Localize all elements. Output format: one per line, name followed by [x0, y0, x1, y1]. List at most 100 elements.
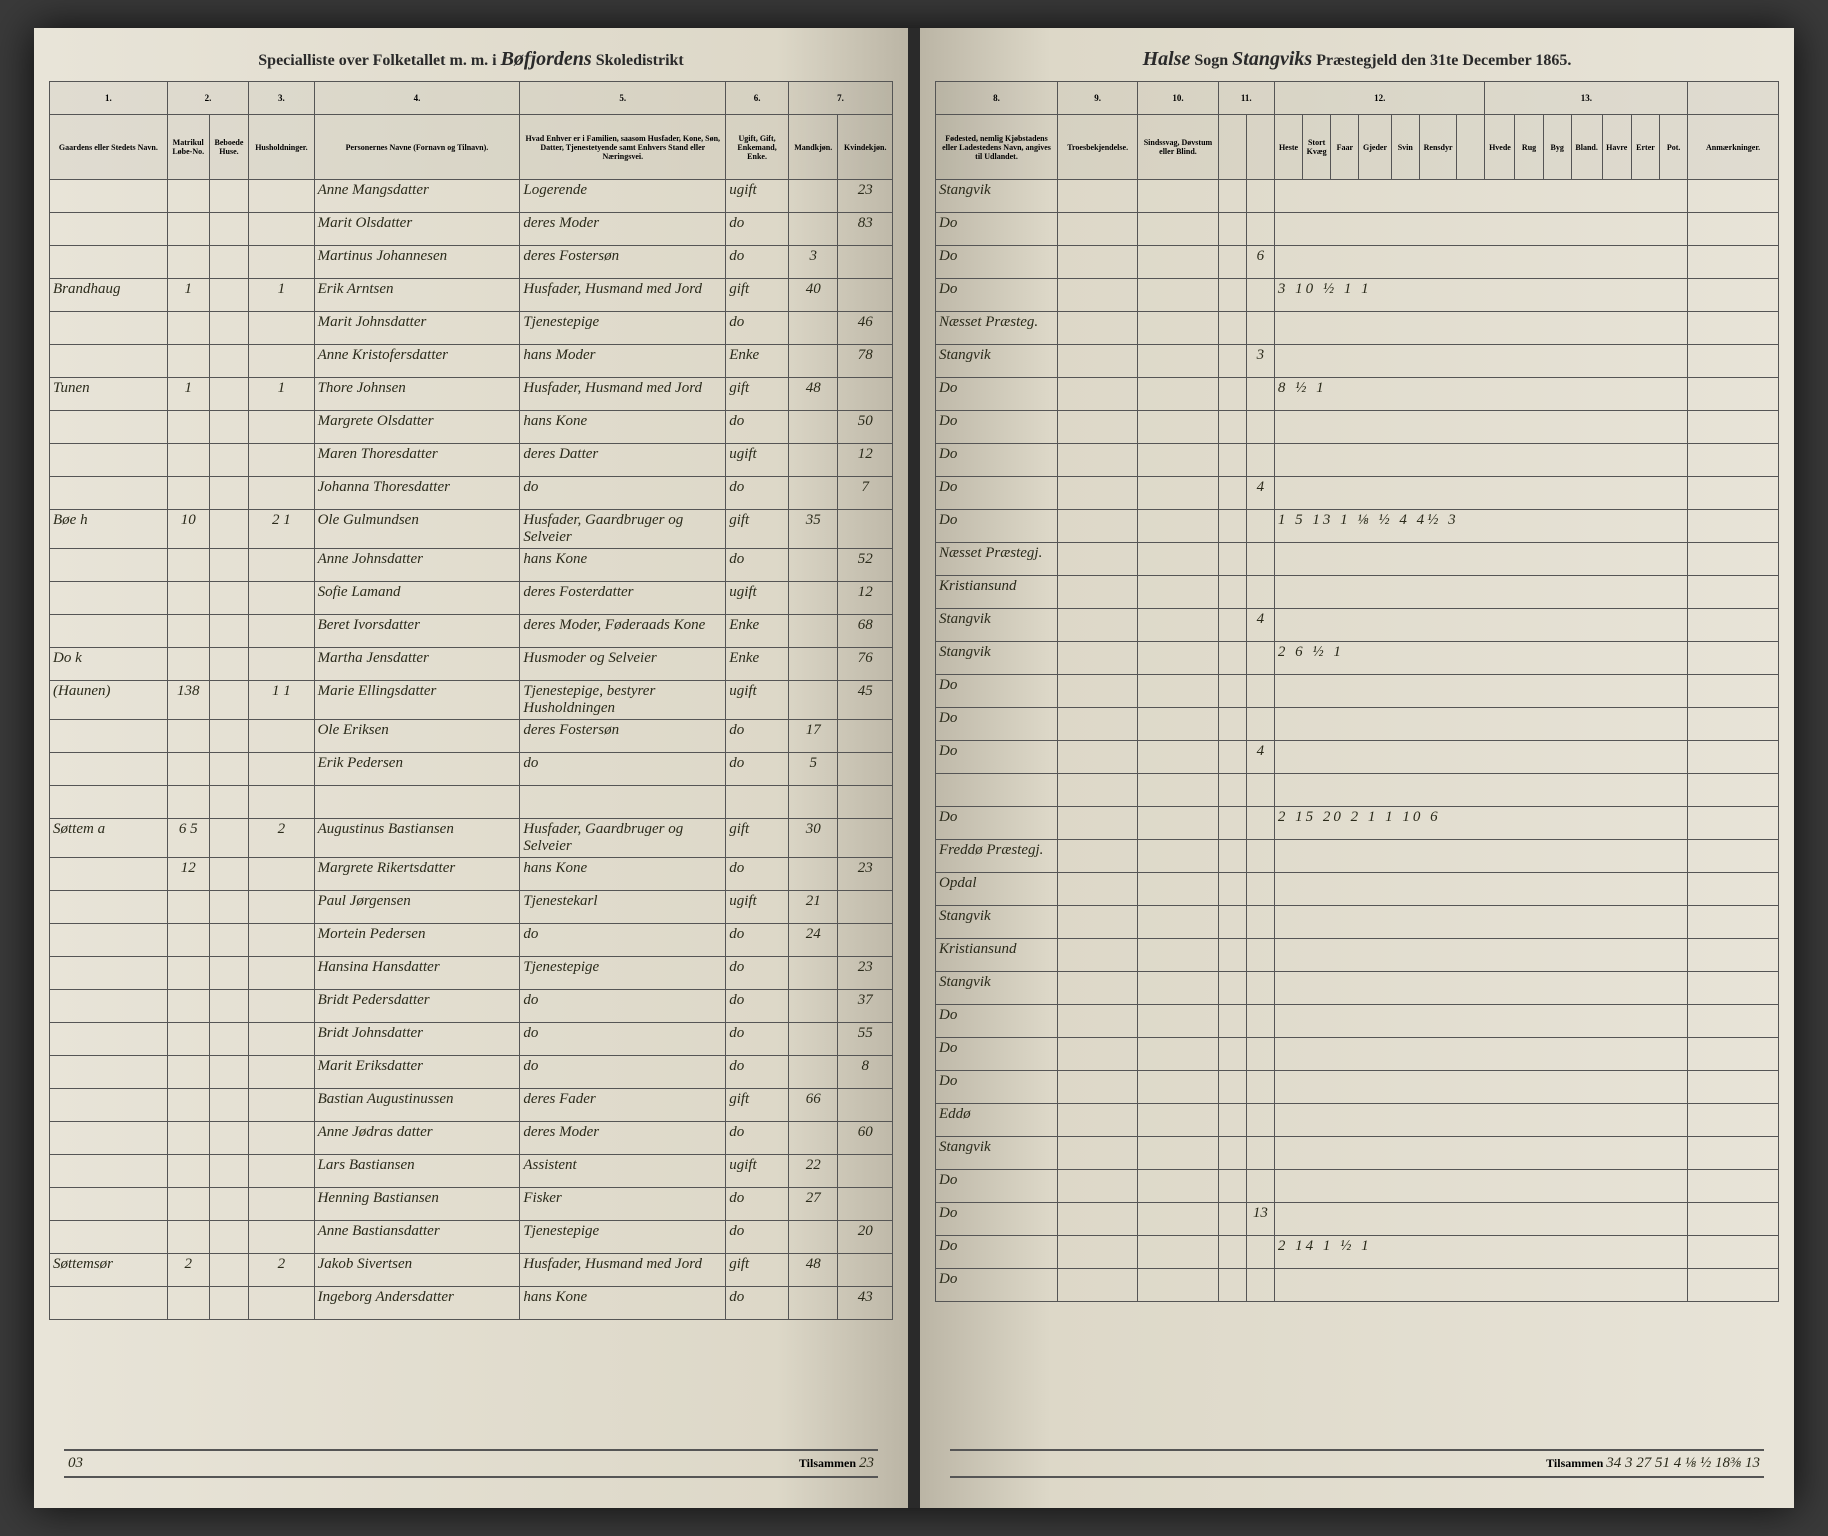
cell-sted: Do	[936, 1005, 1058, 1038]
cell-sted: Do	[936, 708, 1058, 741]
cell-sted: Stangvik	[936, 972, 1058, 1005]
cell-huse	[209, 1221, 249, 1254]
cell-10	[1138, 444, 1218, 477]
cell-hh: 1 1	[249, 681, 314, 720]
cell-gaard	[50, 786, 168, 819]
cell-stand: ugift	[726, 681, 789, 720]
cell-hh	[249, 411, 314, 444]
cell-k	[838, 1254, 893, 1287]
footer-right: Tilsammen 34 3 27 51 4 ⅛ ½ 18⅜ 13	[950, 1449, 1764, 1478]
cell-huse	[209, 549, 249, 582]
table-row: Do2 14 1 ½ 1	[936, 1236, 1779, 1269]
cell-11a	[1218, 1104, 1246, 1137]
cell-huse	[209, 1056, 249, 1089]
cell-k: 43	[838, 1287, 893, 1320]
cell-stand: gift	[726, 1254, 789, 1287]
cell-stand: do	[726, 1056, 789, 1089]
table-row: Næsset Præsteg.	[936, 312, 1779, 345]
table-row: Marit JohnsdatterTjenestepigedo46	[50, 312, 893, 345]
cell-hh	[249, 345, 314, 378]
cell-anm	[1688, 774, 1779, 807]
cell-sted: Do	[936, 675, 1058, 708]
hdr-mand: Mandkjøn.	[788, 115, 838, 180]
cell-9	[1058, 312, 1138, 345]
cell-10	[1138, 609, 1218, 642]
hdr-13d: Bland.	[1571, 115, 1602, 180]
cell-gaard: Do k	[50, 648, 168, 681]
table-row: Do4	[936, 477, 1779, 510]
cell-11a	[1218, 180, 1246, 213]
cell-nr	[167, 1089, 209, 1122]
cell-9	[1058, 510, 1138, 543]
cell-anm	[1688, 180, 1779, 213]
cell-hh	[249, 444, 314, 477]
cell-9	[1058, 246, 1138, 279]
cell-hh	[249, 720, 314, 753]
cell-sted: Stangvik	[936, 345, 1058, 378]
cell-11b	[1246, 675, 1274, 708]
cell-gaard	[50, 1155, 168, 1188]
cell-nr	[167, 444, 209, 477]
cell-livestock	[1274, 675, 1687, 708]
cell-rel: Husfader, Husmand med Jord	[520, 378, 726, 411]
cell-gaard	[50, 924, 168, 957]
hdr-12c: Faar	[1331, 115, 1359, 180]
cell-hh	[249, 1089, 314, 1122]
cell-livestock	[1274, 939, 1687, 972]
hdr-13a: Hvede	[1485, 115, 1515, 180]
table-row: Do	[936, 213, 1779, 246]
table-row: Do	[936, 675, 1779, 708]
cell-huse	[209, 681, 249, 720]
cell-rel: deres Fostersøn	[520, 246, 726, 279]
cell-stand: ugift	[726, 444, 789, 477]
cell-sted: Kristiansund	[936, 939, 1058, 972]
hdr-12f: Rensdyr	[1419, 115, 1456, 180]
cell-11b: 4	[1246, 741, 1274, 774]
table-row: Mortein Pedersendodo24	[50, 924, 893, 957]
cell-9	[1058, 477, 1138, 510]
cell-stand: do	[726, 924, 789, 957]
cell-livestock	[1274, 444, 1687, 477]
cell-m	[788, 444, 838, 477]
table-row: Eddø	[936, 1104, 1779, 1137]
cell-rel: Tjenestekarl	[520, 891, 726, 924]
cell-nr	[167, 213, 209, 246]
cell-k: 23	[838, 957, 893, 990]
cell-m	[788, 582, 838, 615]
table-row: Maren Thoresdatterderes Datterugift12	[50, 444, 893, 477]
cell-stand: Enke	[726, 345, 789, 378]
cell-k: 55	[838, 1023, 893, 1056]
cell-anm	[1688, 1203, 1779, 1236]
cell-9	[1058, 873, 1138, 906]
hdr-11a	[1218, 115, 1246, 180]
cell-9	[1058, 1005, 1138, 1038]
cell-11a	[1218, 939, 1246, 972]
cell-nr	[167, 582, 209, 615]
cell-stand: do	[726, 1122, 789, 1155]
cell-name: Bastian Augustinussen	[314, 1089, 520, 1122]
cell-anm	[1688, 576, 1779, 609]
hdr-stand: Hvad Enhver er i Familien, saasom Husfad…	[520, 115, 726, 180]
date: Præstegjeld den 31te December 1865.	[1316, 52, 1571, 69]
table-row: Beret Ivorsdatterderes Moder, Føderaads …	[50, 615, 893, 648]
hdr-13g: Pot.	[1660, 115, 1688, 180]
cell-rel: Fisker	[520, 1188, 726, 1221]
cell-nr	[167, 180, 209, 213]
hdr-civstand: Ugift, Gift, Enkemand, Enke.	[726, 115, 789, 180]
cell-m	[788, 411, 838, 444]
cell-k: 12	[838, 444, 893, 477]
col-13: 13.	[1485, 82, 1688, 115]
cell-stand: do	[726, 990, 789, 1023]
cell-m	[788, 549, 838, 582]
cell-name: Augustinus Bastiansen	[314, 819, 520, 858]
cell-k	[838, 1089, 893, 1122]
table-row: Anne MangsdatterLogerendeugift23	[50, 180, 893, 213]
cell-m	[788, 180, 838, 213]
cell-m	[788, 312, 838, 345]
cell-10	[1138, 1170, 1218, 1203]
cell-gaard	[50, 990, 168, 1023]
cell-m: 27	[788, 1188, 838, 1221]
table-row: Søttem a6 52Augustinus BastiansenHusfade…	[50, 819, 893, 858]
cell-name: Ole Eriksen	[314, 720, 520, 753]
cell-rel: Tjenestepige	[520, 312, 726, 345]
